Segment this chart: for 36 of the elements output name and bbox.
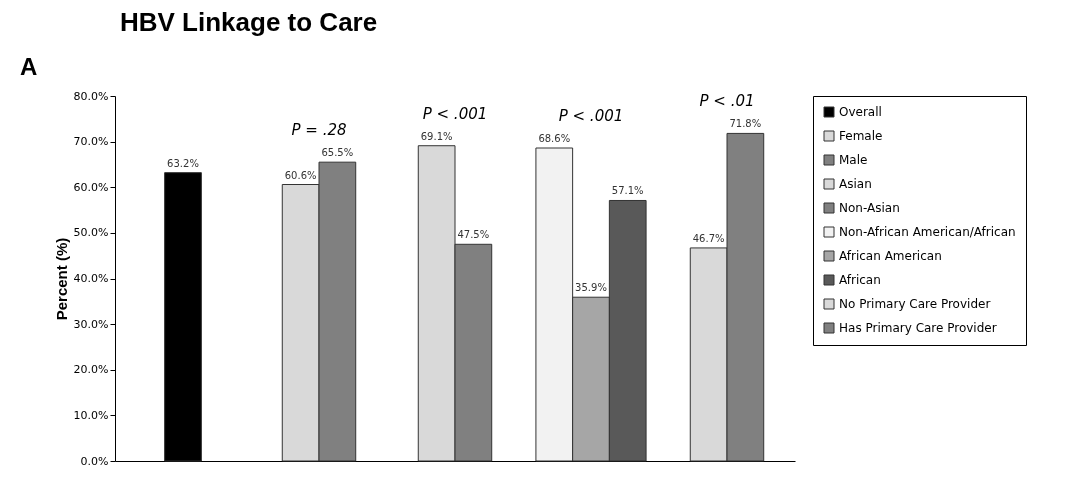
legend-label: Non-African American/African <box>839 225 1016 239</box>
legend-label: Overall <box>839 105 882 119</box>
data-label: 63.2% <box>167 157 199 169</box>
legend-label: Female <box>839 129 883 143</box>
y-tick-label: 60.0% <box>73 180 109 194</box>
y-tick-label: 50.0% <box>73 226 109 240</box>
data-label: 47.5% <box>457 229 490 241</box>
data-label: 35.9% <box>575 282 607 294</box>
annotation: P < .001 <box>422 104 488 123</box>
data-label: 68.6% <box>538 133 571 145</box>
legend-label: Asian <box>839 177 872 191</box>
chart-title: HBV Linkage to Care <box>120 7 378 37</box>
legend-label: Male <box>839 153 868 167</box>
y-tick-label: 70.0% <box>73 135 109 149</box>
legend-label: Has Primary Care Provider <box>839 321 997 335</box>
data-label: 65.5% <box>321 147 354 159</box>
y-tick-label: 40.0% <box>73 272 109 285</box>
y-axis-title: Percent (%) <box>52 237 70 321</box>
data-label: 60.6% <box>284 169 317 181</box>
text: A <box>20 53 38 80</box>
y-tick-label: 80.0% <box>73 89 109 103</box>
data-label: 69.1% <box>420 130 453 142</box>
y-tick-label: 20.0% <box>73 363 109 377</box>
y-tick-label: 30.0% <box>73 317 109 331</box>
legend-label: No Primary Care Provider <box>839 297 991 311</box>
annotation: P < .001 <box>558 107 624 126</box>
data-label: 46.7% <box>692 232 725 244</box>
y-tick-label: 0.0% <box>80 454 109 468</box>
legend-label: African American <box>839 249 942 263</box>
annotation: P < .01 <box>699 92 755 111</box>
y-tick-label: 10.0% <box>73 408 109 422</box>
legend-label: Non-Asian <box>839 201 900 215</box>
data-label: 71.8% <box>729 118 762 130</box>
data-label: 57.1% <box>611 185 644 197</box>
legend-label: African <box>839 273 881 287</box>
annotation: P = .28 <box>291 121 347 140</box>
